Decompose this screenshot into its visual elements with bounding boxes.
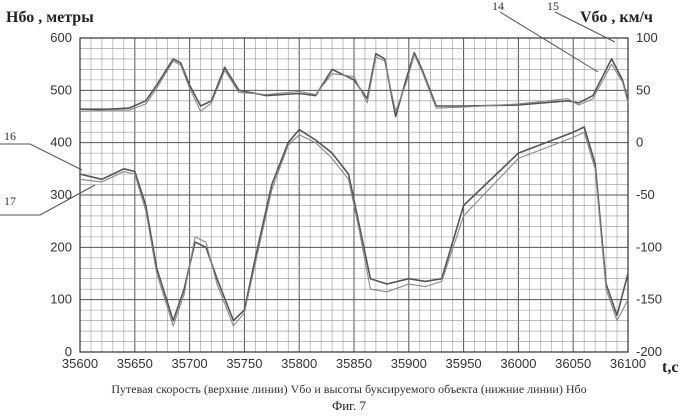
annotation-16: 16 [4, 129, 16, 143]
y-left-tick-label: 200 [50, 239, 72, 254]
y-right-tick-label: -200 [636, 344, 662, 359]
y-left-tick-label: 600 [50, 30, 72, 45]
x-tick-label: 35700 [172, 356, 208, 371]
y-right-tick-label: 50 [636, 82, 650, 97]
x-axis-label: t,c [662, 359, 678, 376]
y-left-tick-label: 500 [50, 82, 72, 97]
x-tick-label: 36000 [500, 356, 536, 371]
x-tick-label: 35750 [226, 356, 262, 371]
left-axis-title: Hбо , метры [6, 9, 94, 26]
x-tick-label: 35800 [281, 356, 317, 371]
x-tick-label: 35650 [117, 356, 153, 371]
y-right-tick-label: -50 [636, 187, 655, 202]
figure-caption: Путевая скорость (верхние линии) Vбо и в… [111, 382, 586, 396]
y-left-tick-label: 400 [50, 135, 72, 150]
annotation-15: 15 [547, 0, 559, 13]
y-left-tick-label: 0 [65, 344, 72, 359]
figure-label: Фиг. 7 [332, 398, 367, 413]
y-right-tick-label: 0 [636, 135, 643, 150]
x-tick-label: 36050 [555, 356, 591, 371]
right-axis-title: Vбо , км/ч [580, 9, 653, 26]
x-tick-label: 35850 [336, 356, 372, 371]
x-tick-label: 35900 [391, 356, 427, 371]
annotation-17: 17 [4, 194, 16, 208]
y-right-tick-label: -150 [636, 292, 662, 307]
x-tick-label: 35950 [446, 356, 482, 371]
y-left-tick-label: 100 [50, 292, 72, 307]
annotation-14: 14 [492, 0, 504, 13]
y-right-tick-label: -100 [636, 239, 662, 254]
y-right-tick-label: 100 [636, 30, 658, 45]
